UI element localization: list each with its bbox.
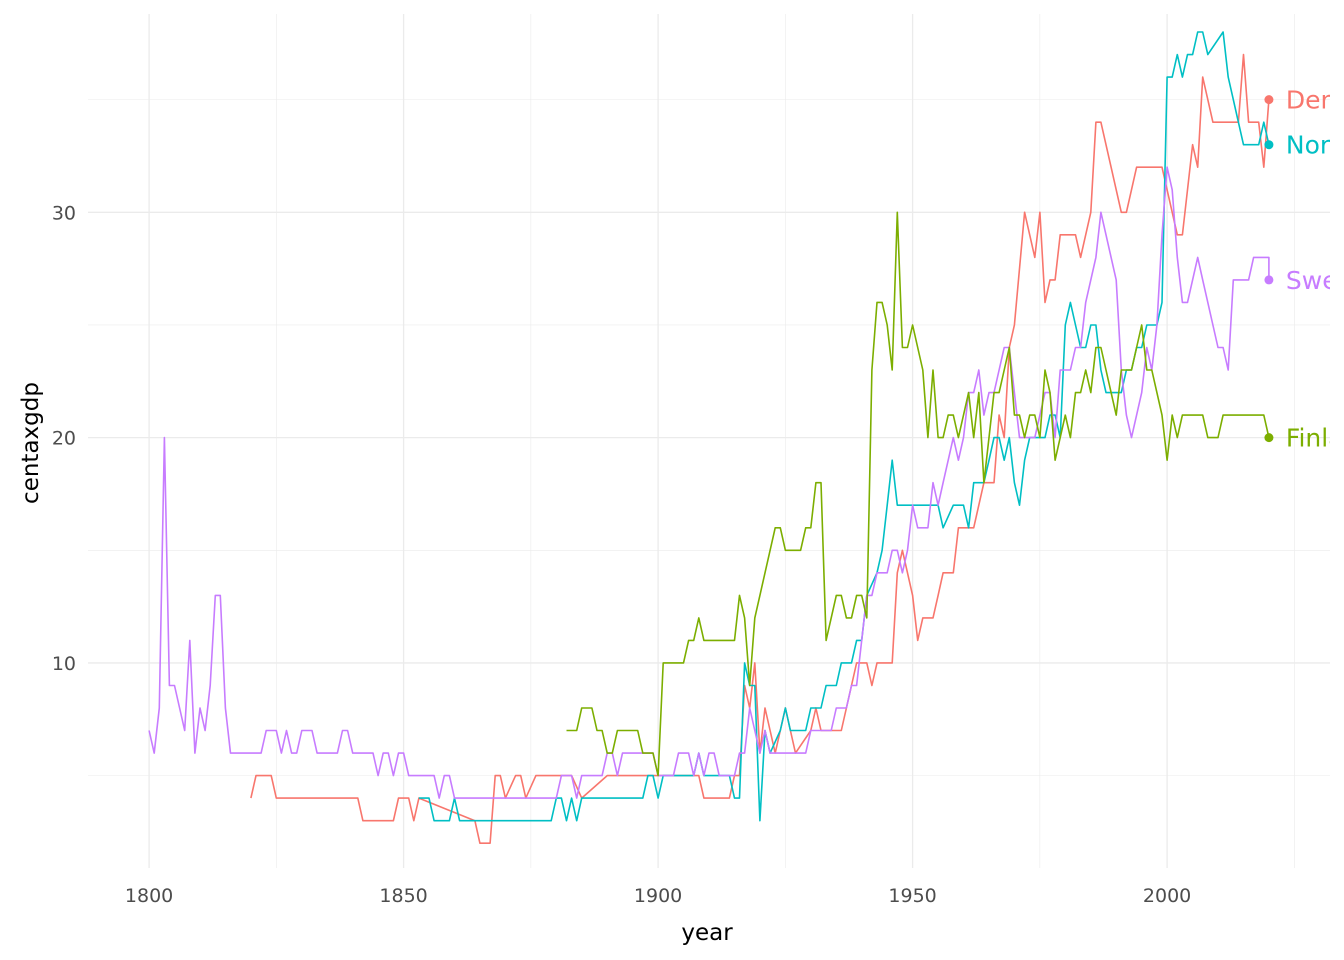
x-tick-label: 1850 [379, 885, 427, 907]
end-point-sweden [1264, 275, 1274, 285]
y-axis-title: centaxgdp [18, 382, 44, 504]
end-label-sweden: Sweden [1286, 266, 1344, 295]
series-line-sweden [148, 166, 1270, 799]
end-point-norway [1264, 140, 1274, 150]
end-point-finland [1264, 433, 1274, 443]
grid [88, 14, 1330, 868]
end-point-denmark [1264, 95, 1274, 105]
y-tick-label: 30 [52, 202, 76, 224]
x-tick-label: 2000 [1143, 885, 1191, 907]
series-line-denmark [250, 53, 1270, 844]
y-tick-label: 10 [52, 653, 76, 675]
y-axis-ticks: 10 20 30 [52, 202, 76, 675]
end-label-denmark: Denmark [1286, 86, 1344, 115]
end-label-norway: Norway [1286, 131, 1344, 160]
series-end-markers: Denmark Norway Sweden Finland [1264, 86, 1344, 453]
end-label-finland: Finland [1286, 424, 1344, 453]
series-line-finland [566, 211, 1270, 777]
y-tick-label: 20 [52, 428, 76, 450]
x-axis-ticks: 1800 1850 1900 1950 2000 [125, 885, 1191, 907]
series-line-norway [418, 31, 1270, 822]
x-axis-title: year [681, 920, 733, 946]
x-tick-label: 1900 [634, 885, 682, 907]
x-tick-label: 1800 [125, 885, 173, 907]
series-lines [148, 31, 1270, 844]
x-tick-label: 1950 [888, 885, 936, 907]
